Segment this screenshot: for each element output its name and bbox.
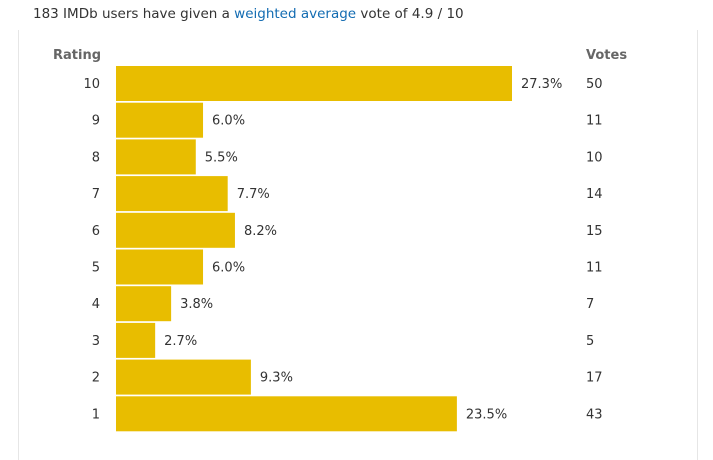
- rating-summary: 183 IMDb users have given a weighted ave…: [33, 4, 464, 24]
- summary-text-after: vote of 4.9 / 10: [356, 6, 464, 22]
- rating-label-9: 9: [92, 114, 100, 129]
- votes-count-1: 43: [586, 407, 603, 422]
- rating-label-5: 5: [92, 261, 100, 276]
- votes-count-9: 11: [586, 114, 603, 129]
- percent-label-4: 3.8%: [180, 297, 213, 312]
- votes-count-3: 5: [586, 334, 594, 349]
- rating-label-2: 2: [92, 371, 100, 386]
- bar-rating-9: [116, 102, 204, 138]
- rating-column-header: Rating: [53, 48, 102, 63]
- votes-count-5: 11: [586, 261, 603, 276]
- bar-rating-10: [116, 66, 512, 101]
- votes-count-7: 14: [586, 187, 603, 202]
- bar-rating-3: [116, 322, 156, 358]
- bar-rating-5: [116, 249, 204, 285]
- bar-rating-2: [116, 359, 251, 395]
- votes-count-6: 15: [586, 224, 603, 239]
- bar-rating-4: [116, 286, 172, 322]
- percent-label-6: 8.2%: [244, 224, 277, 239]
- bar-rating-7: [116, 176, 228, 212]
- percent-label-10: 27.3%: [521, 77, 562, 92]
- votes-count-4: 7: [586, 297, 594, 312]
- percent-label-1: 23.5%: [466, 407, 507, 422]
- rating-label-3: 3: [92, 334, 100, 349]
- percent-label-9: 6.0%: [212, 114, 245, 129]
- rating-label-6: 6: [92, 224, 100, 239]
- bar-rating-1: [116, 396, 457, 432]
- rating-histogram: 10 27.3% 509 6.0% 118 5.5% 107 7.7% 146 8.2% 155 6.…: [83, 66, 603, 432]
- bar-rating-8: [116, 139, 196, 175]
- votes-column-header: Votes: [586, 48, 628, 63]
- rating-label-4: 4: [92, 297, 100, 312]
- rating-label-8: 8: [92, 150, 100, 165]
- votes-count-2: 17: [586, 371, 603, 386]
- percent-label-5: 6.0%: [212, 261, 245, 276]
- percent-label-2: 9.3%: [260, 371, 293, 386]
- histogram-frame: [18, 30, 698, 460]
- bar-rating-6: [116, 212, 235, 248]
- votes-count-8: 10: [586, 150, 603, 165]
- percent-label-7: 7.7%: [237, 187, 270, 202]
- rating-label-10: 10: [83, 77, 100, 92]
- rating-label-7: 7: [92, 187, 100, 202]
- weighted-average-link[interactable]: weighted average: [234, 6, 357, 22]
- votes-count-10: 50: [586, 77, 603, 92]
- summary-text-before: 183 IMDb users have given a: [33, 6, 235, 22]
- rating-label-1: 1: [92, 407, 100, 422]
- percent-label-8: 5.5%: [205, 150, 238, 165]
- percent-label-3: 2.7%: [164, 334, 197, 349]
